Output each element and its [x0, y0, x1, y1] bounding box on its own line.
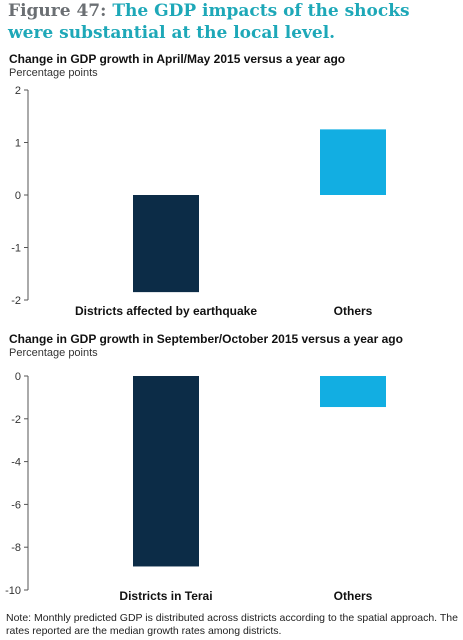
bar-1 — [133, 376, 199, 567]
bar-2 — [320, 376, 386, 408]
bar-1 — [133, 195, 199, 293]
figure-title: Figure 47: The GDP impacts of the shocks… — [8, 0, 458, 44]
y-tick-label: -6 — [11, 499, 21, 511]
y-tick-label: -1 — [11, 243, 21, 255]
footnote: Note: Monthly predicted GDP is distribut… — [6, 612, 458, 637]
category-label: Others — [334, 304, 373, 318]
y-tick-label: -8 — [11, 542, 21, 554]
y-tick-label: 0 — [15, 190, 21, 202]
figure-headline: The GDP impacts of the shocks were subst… — [8, 1, 410, 43]
chart2-title: Change in GDP growth in September/Octobe… — [9, 332, 403, 346]
chart1-title: Change in GDP growth in April/May 2015 v… — [9, 52, 346, 66]
chart2-plot: 0 -2 -4 -6 -8 -10 Districts in Terai Others — [5, 371, 386, 603]
category-label: Districts in Terai — [119, 589, 212, 603]
category-label: Districts affected by earthquake — [75, 304, 257, 318]
y-tick-label: -2 — [11, 414, 21, 426]
chart1-plot: 2 1 0 -1 -2 Districts affected by earthquake O… — [11, 85, 386, 318]
chart2-ylabel: Percentage points — [9, 347, 98, 359]
y-tick-label: 2 — [15, 85, 21, 97]
y-tick-label: -10 — [5, 585, 21, 597]
y-tick-label: -2 — [11, 295, 21, 307]
category-label: Others — [334, 589, 373, 603]
bar-2 — [320, 129, 386, 195]
chart1-ylabel: Percentage points — [9, 67, 98, 79]
figure-label: Figure 47: — [8, 1, 107, 21]
y-tick-label: 0 — [15, 371, 21, 383]
y-tick-label: 1 — [15, 138, 21, 150]
y-tick-label: -4 — [11, 457, 21, 469]
